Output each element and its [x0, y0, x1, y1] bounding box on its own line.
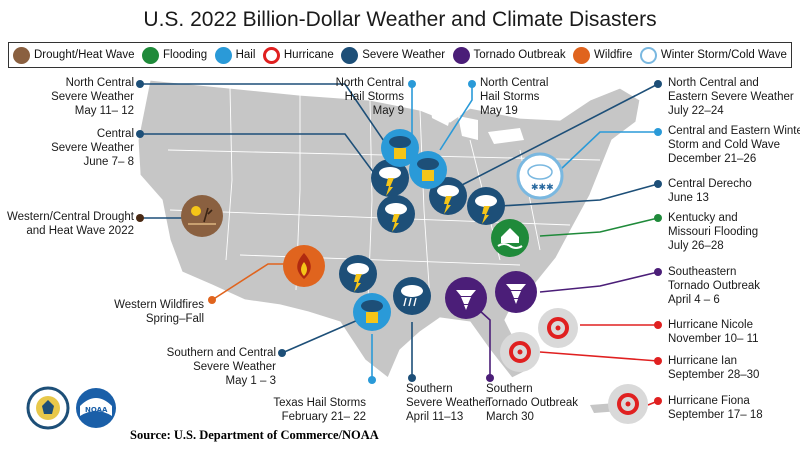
label-hurricane-fiona: Hurricane Fiona September 17– 18 — [668, 395, 763, 421]
label-se-tornado: Southeastern Tornado Outbreak April 4 – … — [668, 266, 761, 306]
hail-marker — [381, 129, 419, 167]
severe-weather-marker — [371, 159, 409, 197]
legend-item-hail: Hail — [214, 46, 255, 64]
label-texas-hail: Texas Hail Storms February 21– 22 — [273, 397, 366, 423]
label-nce-severe-weather: North Central and Eastern Severe Weather… — [668, 77, 794, 117]
severe-weather-marker — [339, 255, 377, 293]
hurricane-icon — [262, 46, 280, 64]
legend-item-hurricane: Hurricane — [262, 46, 334, 64]
label-nc-severe-weather: North Central Severe Weather May 11– 12 — [51, 77, 134, 117]
label-central-severe-weather: Central Severe Weather June 7– 8 — [51, 128, 134, 168]
label-hurricane-ian: Hurricane Ian September 28–30 — [668, 355, 760, 381]
tornado-marker — [495, 271, 537, 313]
severe-weather-marker — [393, 277, 431, 315]
label-nc-hail-may9: North Central Hail Storms May 9 — [335, 77, 404, 117]
tornado-icon — [452, 46, 470, 64]
drought-marker — [181, 195, 223, 237]
label-hurricane-nicole: Hurricane Nicole November 10– 11 — [668, 319, 759, 345]
wildfire-marker — [283, 245, 325, 287]
legend-item-flooding: Flooding — [142, 46, 207, 64]
winter-storm-icon — [639, 46, 657, 64]
legend-item-tornado: Tornado Outbreak — [452, 46, 566, 64]
flooding-icon — [142, 46, 160, 64]
source-citation: Source: U.S. Department of Commerce/NOAA — [130, 428, 379, 442]
severe-weather-icon — [341, 46, 359, 64]
legend-item-winter-storm: Winter Storm/Cold Wave — [639, 46, 787, 64]
legend-item-drought: Drought/Heat Wave — [13, 46, 135, 64]
winter-storm-marker: ✱✱✱ — [516, 152, 564, 200]
leader-dots — [136, 80, 662, 405]
label-winter-storm: Central and Eastern Winter Storm and Col… — [668, 125, 800, 165]
wildfire-icon — [573, 46, 591, 64]
label-southern-tornado: Southern Tornado Outbreak March 30 — [486, 383, 579, 423]
hurricane-marker — [500, 332, 540, 372]
svg-text:NOAA: NOAA — [85, 406, 108, 414]
page-title: U.S. 2022 Billion-Dollar Weather and Cli… — [143, 8, 657, 31]
great-lakes — [430, 100, 524, 144]
commerce-seal-logo — [26, 386, 70, 430]
label-nc-hail-may19: North Central Hail Storms May 19 — [480, 77, 549, 117]
noaa-logo: NOAA — [76, 388, 116, 428]
hail-marker — [353, 293, 391, 331]
svg-text:✱✱✱: ✱✱✱ — [531, 183, 554, 193]
label-derecho: Central Derecho June 13 — [668, 178, 752, 204]
severe-weather-marker — [467, 187, 505, 225]
label-ky-mo-flooding: Kentucky and Missouri Flooding July 26–2… — [668, 212, 759, 252]
label-drought: Western/Central Drought and Heat Wave 20… — [7, 211, 134, 237]
label-southern-severe: Southern Severe Weather April 11–13 — [406, 383, 489, 423]
legend: Drought/Heat Wave Flooding Hail Hurrican… — [8, 42, 792, 68]
drought-icon — [13, 46, 30, 64]
hurricane-marker — [538, 308, 578, 348]
legend-item-wildfire: Wildfire — [573, 46, 632, 64]
label-southern-central-severe: Southern and Central Severe Weather May … — [166, 347, 276, 387]
hail-marker — [409, 151, 447, 189]
hurricane-marker — [608, 384, 648, 424]
flooding-marker — [491, 219, 529, 257]
hail-icon — [214, 46, 232, 64]
tornado-marker — [445, 277, 487, 319]
label-wildfires: Western Wildfires Spring–Fall — [114, 299, 204, 325]
legend-item-severe-weather: Severe Weather — [341, 46, 445, 64]
severe-weather-marker — [429, 177, 467, 215]
severe-weather-marker — [377, 195, 415, 233]
leader-lines — [140, 83, 659, 406]
